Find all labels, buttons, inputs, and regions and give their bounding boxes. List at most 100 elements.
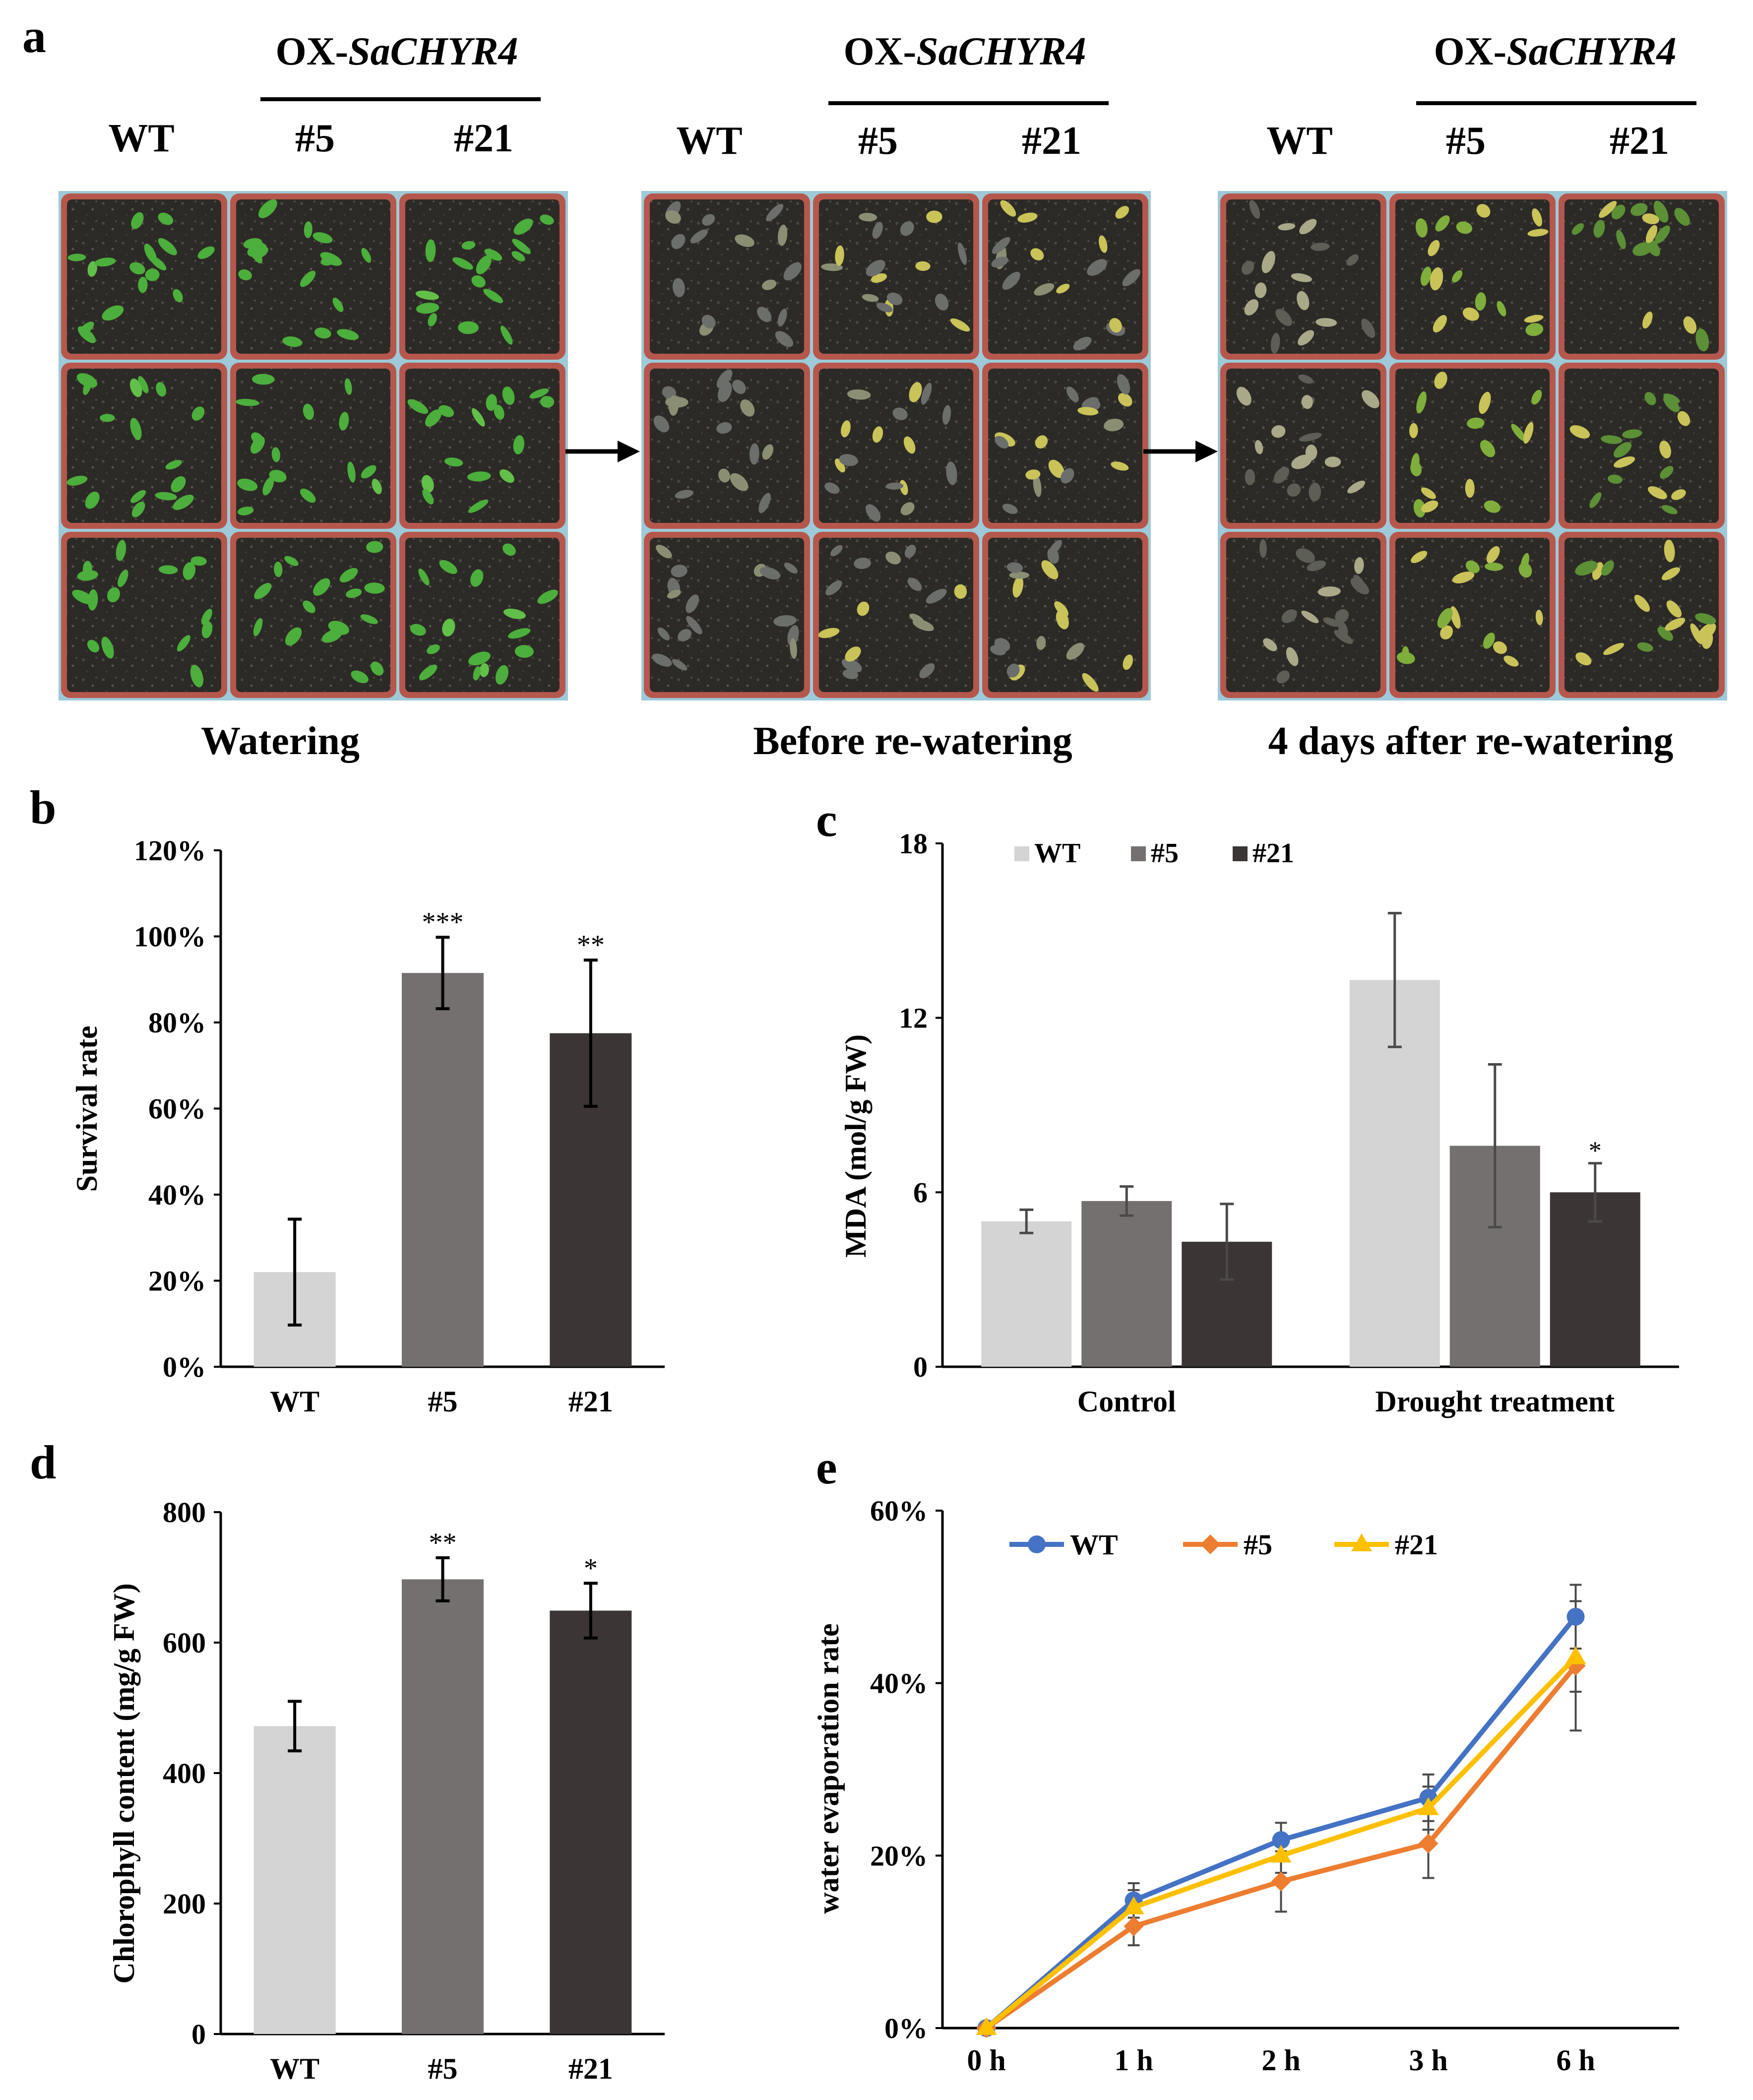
leaf — [1009, 572, 1030, 579]
leaf — [1409, 423, 1418, 439]
leaf — [935, 293, 949, 311]
leaf — [1569, 425, 1590, 439]
leaf — [145, 268, 160, 281]
leaf — [1593, 220, 1605, 238]
leaf — [419, 664, 438, 681]
leaf — [1613, 442, 1632, 458]
marker-triangle — [1351, 1533, 1372, 1551]
leaf — [701, 315, 716, 329]
leaf — [885, 482, 904, 490]
leaf — [1642, 213, 1659, 224]
leaf — [702, 214, 715, 226]
leaf — [1276, 670, 1290, 684]
leaf — [190, 556, 207, 566]
leaf — [1430, 267, 1443, 291]
leaf — [1311, 243, 1330, 251]
leaf — [1334, 630, 1353, 644]
caption-after-rewatering: 4 days after re-watering — [1268, 719, 1674, 763]
leaf — [285, 627, 302, 646]
leaf — [777, 309, 787, 327]
leaf — [903, 436, 916, 454]
soil — [650, 369, 804, 523]
leaf — [1047, 547, 1059, 564]
panel-e: e water evaporation rate 0% 20% 40% 60% 0 h 1… — [812, 1441, 1679, 2077]
leaf — [150, 255, 167, 270]
leaf — [821, 263, 843, 271]
panel-c-ylabel: MDA (mol/g FW) — [839, 1034, 872, 1258]
leaf — [1301, 610, 1319, 624]
y-tick-label: 100% — [134, 921, 206, 953]
y-tick-label: 0 — [913, 1351, 928, 1383]
leaf — [740, 399, 755, 417]
leaf — [1361, 318, 1376, 338]
leaf — [473, 666, 481, 681]
x-tick-label: Control — [1077, 1385, 1176, 1418]
leaf — [1099, 235, 1108, 253]
leaf — [85, 491, 100, 509]
ox-label: OX-SaCHYR4 — [276, 30, 518, 73]
leaf — [1435, 215, 1450, 232]
bar — [981, 1221, 1072, 1367]
panel-b-plot: 0% 20% 40% 60% 80% 100% 120% WT *** #5 ** #21 — [134, 834, 665, 1418]
y-tick-label: 800 — [163, 1496, 206, 1528]
leaf — [1123, 654, 1133, 670]
leaf — [921, 382, 932, 405]
leaf — [1411, 551, 1428, 563]
leaf — [138, 376, 149, 393]
leaf — [756, 307, 772, 322]
leaf — [421, 475, 434, 493]
marker-diamond — [1418, 1833, 1439, 1853]
leaf — [94, 257, 116, 267]
leaf — [675, 490, 694, 499]
leaf — [407, 399, 429, 414]
leaf — [138, 276, 148, 293]
leaf — [173, 495, 194, 510]
leaf — [303, 600, 315, 613]
leaf — [672, 659, 688, 671]
leaf — [657, 627, 670, 640]
leaf — [718, 468, 730, 483]
marker-triangle — [1565, 1646, 1586, 1664]
leaf — [427, 644, 440, 654]
arrow-1 — [565, 441, 640, 462]
legend-label: #5 — [1151, 838, 1179, 869]
leaf — [537, 589, 558, 604]
leaf — [495, 665, 508, 685]
leaf — [452, 257, 473, 270]
leaf — [282, 336, 303, 347]
leaf — [686, 594, 699, 613]
leaf — [1350, 577, 1370, 595]
leaf — [274, 562, 283, 577]
leaf — [1497, 301, 1506, 317]
leaf — [784, 562, 798, 574]
legend-label: #21 — [1395, 1528, 1438, 1561]
leaf — [1695, 328, 1709, 352]
leaf — [665, 210, 681, 224]
leaf — [513, 218, 533, 235]
leaf — [1323, 617, 1339, 627]
leaf — [250, 436, 265, 454]
leaf — [1413, 499, 1426, 518]
leaf — [1614, 456, 1635, 468]
leaf — [1484, 500, 1501, 513]
leaf — [946, 461, 957, 485]
leaf — [1012, 576, 1024, 598]
leaf — [1307, 560, 1326, 572]
leaf — [339, 568, 358, 582]
leaf — [131, 212, 144, 229]
leaf — [1701, 630, 1713, 649]
leaf — [841, 658, 862, 673]
leaf — [271, 447, 280, 462]
leaf — [502, 386, 515, 405]
plant-photo-watering — [59, 191, 568, 700]
leaf — [656, 545, 672, 559]
leaf — [1298, 330, 1315, 346]
legend-label: WT — [1034, 838, 1080, 869]
leaf — [1483, 633, 1495, 649]
marker-diamond — [1200, 1534, 1220, 1554]
leaf — [919, 663, 935, 679]
leaf — [422, 489, 434, 505]
leaf — [1077, 407, 1099, 416]
leaf — [1416, 391, 1427, 414]
y-tick-label: 0% — [163, 1351, 206, 1383]
